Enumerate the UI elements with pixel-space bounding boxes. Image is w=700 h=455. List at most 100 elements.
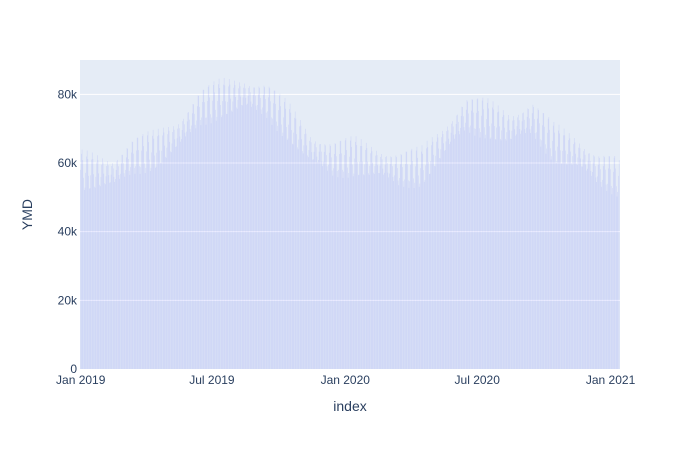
data-bar[interactable]: [479, 128, 480, 369]
data-bar[interactable]: [603, 155, 605, 369]
data-bar[interactable]: [115, 169, 117, 369]
data-bar[interactable]: [284, 101, 285, 369]
data-bar[interactable]: [80, 169, 81, 369]
data-bar[interactable]: [247, 95, 249, 369]
data-bar[interactable]: [587, 160, 589, 369]
data-bar[interactable]: [458, 121, 459, 370]
data-bar[interactable]: [340, 140, 342, 369]
data-bar[interactable]: [87, 159, 89, 369]
data-bar[interactable]: [121, 154, 123, 369]
data-bar[interactable]: [444, 150, 445, 369]
data-bar[interactable]: [542, 112, 544, 370]
data-bar[interactable]: [524, 129, 526, 369]
data-bar[interactable]: [323, 151, 325, 369]
data-bar[interactable]: [231, 110, 232, 369]
data-bar[interactable]: [155, 166, 157, 369]
data-bar[interactable]: [521, 130, 522, 369]
data-bar[interactable]: [343, 171, 344, 369]
data-bar[interactable]: [107, 161, 108, 369]
data-bar[interactable]: [347, 177, 349, 369]
data-bar[interactable]: [372, 162, 373, 369]
data-bar[interactable]: [450, 132, 452, 369]
data-bar[interactable]: [288, 124, 289, 369]
data-bar[interactable]: [176, 138, 178, 369]
data-bar[interactable]: [230, 98, 231, 369]
data-bar[interactable]: [115, 178, 116, 369]
data-bar[interactable]: [226, 113, 227, 369]
data-bar[interactable]: [576, 163, 577, 370]
data-bar[interactable]: [598, 156, 600, 369]
data-bar[interactable]: [559, 133, 560, 369]
data-bar[interactable]: [397, 168, 398, 369]
data-bar[interactable]: [220, 104, 221, 370]
data-bar[interactable]: [191, 125, 192, 369]
data-bar[interactable]: [341, 153, 342, 369]
data-bar[interactable]: [419, 183, 421, 369]
data-bar[interactable]: [507, 120, 508, 369]
data-bar[interactable]: [589, 160, 591, 369]
data-bar[interactable]: [113, 176, 115, 369]
data-bar[interactable]: [384, 164, 386, 369]
data-bar[interactable]: [558, 130, 559, 369]
data-bar[interactable]: [490, 137, 492, 369]
data-bar[interactable]: [265, 99, 266, 370]
data-bar[interactable]: [531, 126, 532, 370]
data-bar[interactable]: [200, 125, 202, 369]
data-bar[interactable]: [429, 174, 430, 369]
data-bar[interactable]: [608, 168, 609, 369]
data-bar[interactable]: [310, 142, 312, 369]
data-bar[interactable]: [594, 156, 595, 369]
data-bar[interactable]: [253, 87, 255, 369]
data-bar[interactable]: [382, 168, 384, 369]
data-bar[interactable]: [408, 187, 410, 369]
data-bar[interactable]: [465, 122, 466, 369]
data-bar[interactable]: [94, 186, 95, 369]
data-bar[interactable]: [331, 157, 332, 369]
data-bar[interactable]: [564, 135, 566, 369]
data-bar[interactable]: [597, 164, 599, 369]
data-bar[interactable]: [106, 165, 107, 369]
data-bar[interactable]: [203, 89, 205, 369]
data-bar[interactable]: [604, 157, 605, 369]
data-bar[interactable]: [254, 87, 255, 370]
data-bar[interactable]: [275, 103, 276, 370]
data-bar[interactable]: [105, 176, 107, 369]
data-bar[interactable]: [613, 171, 614, 369]
data-bar[interactable]: [188, 112, 189, 370]
data-bar[interactable]: [610, 185, 612, 369]
data-bar[interactable]: [112, 168, 114, 369]
data-bar[interactable]: [350, 140, 351, 369]
data-bar[interactable]: [426, 140, 428, 369]
data-bar[interactable]: [351, 146, 352, 369]
data-bar[interactable]: [504, 127, 505, 369]
data-bar[interactable]: [310, 137, 311, 369]
data-bar[interactable]: [299, 126, 300, 369]
data-bar[interactable]: [94, 187, 96, 369]
data-bar[interactable]: [481, 100, 483, 369]
data-bar[interactable]: [573, 138, 575, 369]
data-bar[interactable]: [281, 124, 282, 369]
data-bar[interactable]: [450, 141, 451, 369]
data-bar[interactable]: [497, 112, 498, 369]
data-bar[interactable]: [189, 119, 190, 370]
data-bar[interactable]: [320, 144, 321, 369]
data-bar[interactable]: [557, 146, 558, 369]
data-bar[interactable]: [371, 146, 372, 369]
data-bar[interactable]: [517, 117, 518, 369]
data-bar[interactable]: [140, 167, 142, 369]
data-bar[interactable]: [381, 154, 382, 369]
data-bar[interactable]: [324, 144, 326, 369]
data-bar[interactable]: [503, 115, 505, 370]
data-bar[interactable]: [269, 88, 271, 369]
data-bar[interactable]: [335, 144, 337, 369]
data-bar[interactable]: [410, 150, 412, 369]
data-bar[interactable]: [449, 144, 450, 369]
data-bar[interactable]: [618, 160, 620, 369]
data-bar[interactable]: [488, 108, 489, 370]
data-bar[interactable]: [571, 163, 572, 369]
data-bar[interactable]: [213, 81, 215, 369]
data-bar[interactable]: [601, 186, 603, 369]
data-bar[interactable]: [152, 135, 153, 369]
data-bar[interactable]: [218, 84, 219, 369]
data-bar[interactable]: [463, 116, 464, 369]
